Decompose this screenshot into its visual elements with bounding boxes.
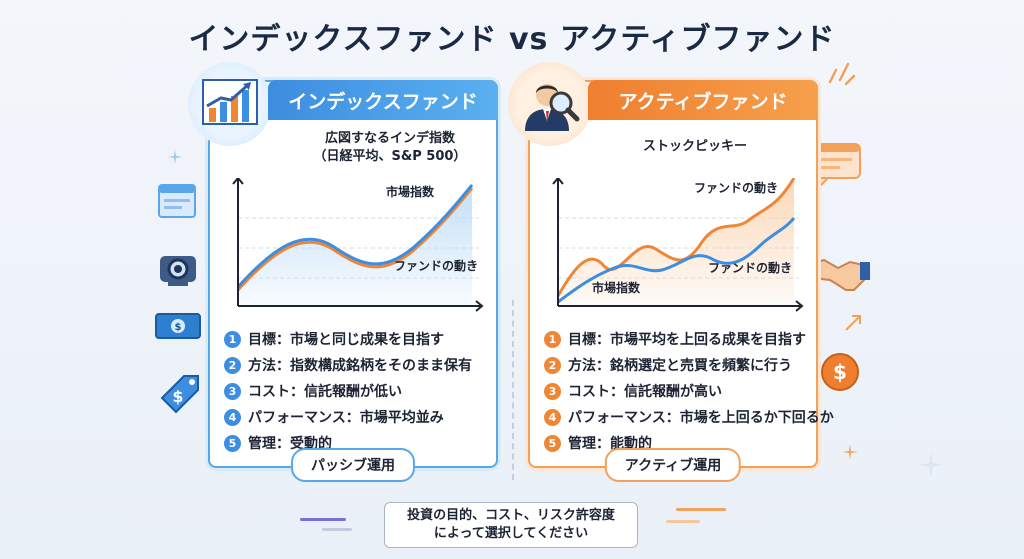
passive-label: パッシブ運用: [291, 448, 415, 482]
svg-text:$: $: [175, 322, 182, 333]
number-badge: 1: [224, 330, 241, 348]
active-feature-list: 1 目標：市場平均を上回る成果を目指す 2 方法：銘柄選定と売買を頻繁に行う 3 コス…: [544, 326, 834, 456]
bottom-note-line1: 投資の目的、コスト、リスク許容度: [407, 508, 615, 523]
number-badge: 4: [224, 408, 241, 426]
number-badge: 3: [544, 382, 561, 400]
number-badge: 3: [224, 382, 241, 400]
index-fund-card: インデックスファンド 広図すなるインデ指数 （日経平均、S&P 500） 市場指…: [188, 62, 498, 482]
item-text: コスト：信託報酬が低い: [248, 384, 402, 400]
item-text: コスト：信託報酬が高い: [568, 384, 722, 400]
index-subtitle-line2: （日経平均、S&P 500）: [313, 149, 467, 164]
item-text: パフォーマンス：市場平均並み: [248, 410, 444, 426]
list-item: 4 パフォーマンス：市場を上回るか下回るか: [544, 404, 834, 430]
index-chart: 市場指数 ファンドの動き: [232, 178, 484, 312]
index-fund-label: ファンドの動き: [394, 258, 478, 273]
item-text: パフォーマンス：市場を上回るか下回るか: [568, 410, 834, 426]
y-axis-arrow: [232, 178, 244, 185]
active-fund-label-top: ファンドの動き: [694, 180, 778, 195]
bottom-note: 投資の目的、コスト、リスク許容度 によって選択してください: [384, 502, 638, 548]
number-badge: 5: [224, 434, 241, 452]
arrow-up-right-icon: [845, 315, 861, 331]
handshake-icon: [810, 258, 870, 291]
item-text: 目標：市場平均を上回る成果を目指す: [568, 332, 806, 348]
rising-bar-chart-icon: [202, 79, 258, 125]
center-divider: [512, 300, 514, 480]
number-badge: 5: [544, 434, 561, 452]
sparkle-icon: [918, 452, 944, 478]
burst-lines-icon: [828, 62, 856, 86]
index-subtitle-line1: 広図すなるインデ指数: [324, 131, 455, 146]
active-fund-label-mid: ファンドの動き: [708, 260, 792, 275]
active-market-label: 市場指数: [592, 280, 641, 295]
businessman-magnifier-icon: [525, 84, 580, 131]
active-chart: ファンドの動き ファンドの動き 市場指数: [552, 178, 804, 312]
index-fund-line: [236, 187, 474, 292]
index-area-fill: [238, 186, 472, 306]
index-badge: [188, 62, 272, 146]
item-text: 方法：指数構成銘柄をそのまま保有: [248, 358, 472, 374]
index-subtitle: 広図すなるインデ指数 （日経平均、S&P 500）: [290, 130, 490, 166]
number-badge: 2: [544, 356, 561, 374]
sparkle-icon: [842, 444, 858, 460]
active-card-header: アクティブファンド: [588, 80, 818, 120]
chat-bubble-icon: [807, 143, 861, 188]
number-badge: 4: [544, 408, 561, 426]
svg-text:$: $: [172, 387, 183, 406]
x-axis-arrow: [475, 300, 484, 312]
list-item: 3 コスト：信託報酬が低い: [224, 378, 494, 404]
index-market-label: 市場指数: [386, 184, 435, 199]
number-badge: 2: [224, 356, 241, 374]
decor-line: [322, 528, 352, 531]
item-text: 目標：市場と同じ成果を目指す: [248, 332, 444, 348]
list-item: 2 方法：銘柄選定と売買を頻繁に行う: [544, 352, 814, 378]
x-axis-arrow: [795, 300, 804, 312]
bottom-note-line2: によって選択してください: [433, 526, 589, 541]
number-badge: 1: [544, 330, 561, 348]
y-axis-arrow: [552, 178, 564, 185]
camera-icon: [160, 256, 196, 286]
active-area-fill: [558, 178, 794, 306]
decor-line: [676, 508, 726, 511]
active-fund-card: アクティブファンド ストックピッキー ファンドの動き ファンドの動き 市場指数 …: [508, 62, 834, 482]
list-item: 1 目標：市場平均を上回る成果を目指す: [544, 326, 814, 352]
active-fund-line: [556, 178, 796, 297]
decor-line: [300, 518, 346, 521]
dollar-coin-icon: $: [821, 353, 859, 391]
index-market-line: [236, 184, 474, 289]
active-management-label: アクティブ運用: [604, 448, 742, 482]
index-card-header: インデックスファンド: [268, 80, 498, 120]
list-item: 2 方法：指数構成銘柄をそのまま保有: [224, 352, 494, 378]
decor-line: [666, 520, 700, 523]
list-item: 1 目標：市場と同じ成果を目指す: [224, 326, 494, 352]
svg-text:$: $: [833, 360, 847, 384]
banknote-icon: $: [155, 313, 201, 339]
list-item: 4 パフォーマンス：市場平均並み: [224, 404, 494, 430]
active-subtitle: ストックピッキー: [642, 139, 747, 154]
active-market-line: [557, 217, 796, 304]
sparkle-icon: [168, 150, 182, 164]
item-text: 方法：銘柄選定と売買を頻繁に行う: [568, 358, 792, 374]
index-feature-list: 1 目標：市場と同じ成果を目指す 2 方法：指数構成銘柄をそのまま保有 3 コスト：信…: [224, 326, 494, 456]
dollar-tag-icon: $: [160, 375, 199, 414]
list-item: 3 コスト：信託報酬が高い: [544, 378, 814, 404]
active-badge: [508, 62, 592, 146]
browser-window-icon: [158, 184, 196, 218]
page-title: インデックスファンド vs アクティブファンド: [188, 22, 836, 57]
